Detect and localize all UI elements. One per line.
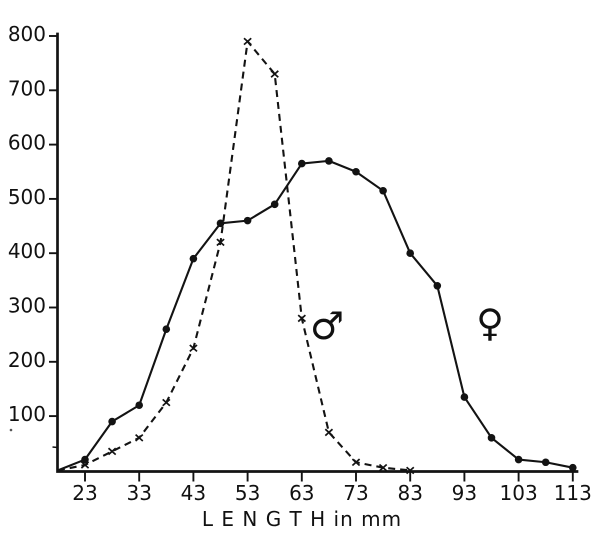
female-curve bbox=[57, 159, 574, 472]
y-axis-tick-label: 800 bbox=[8, 22, 46, 46]
female-data-point bbox=[81, 455, 89, 464]
male-data-point bbox=[189, 344, 198, 353]
female-series-line bbox=[57, 157, 577, 472]
y-axis-tick-label: 400 bbox=[8, 239, 46, 263]
female-data-point bbox=[325, 157, 333, 165]
y-axis-tick-label: 100 bbox=[8, 402, 46, 426]
y-axis-tick-label: 600 bbox=[8, 131, 46, 155]
y-axis-tick-label: 200 bbox=[8, 348, 46, 372]
x-axis-tick-label: 43 bbox=[181, 481, 206, 505]
stray-ink-dot bbox=[9, 428, 13, 432]
male-data-point bbox=[351, 458, 361, 467]
female-data-point bbox=[298, 159, 306, 168]
y-axis-ticks bbox=[49, 35, 58, 418]
x-axis-ticks bbox=[84, 472, 574, 482]
y-axis-tick-labels: 100 200 300 400 500 600 700 800 bbox=[8, 22, 46, 426]
x-axis-tick-label: 33 bbox=[126, 481, 151, 505]
female-data-point bbox=[379, 186, 387, 195]
female-data-point bbox=[514, 455, 523, 464]
female-data-point bbox=[189, 254, 198, 263]
x-axis-tick-label: 113 bbox=[554, 481, 592, 505]
male-curve bbox=[57, 40, 411, 472]
x-axis-title: L E N G T H in mm bbox=[202, 507, 402, 531]
x-axis-tick-label: 23 bbox=[72, 481, 97, 505]
x-axis-tick-label: 73 bbox=[343, 481, 368, 505]
female-data-point bbox=[243, 216, 252, 225]
y-axis-tick-label: 700 bbox=[8, 76, 46, 100]
male-data-point bbox=[297, 314, 306, 323]
male-data-point bbox=[80, 461, 90, 469]
male-data-point bbox=[135, 433, 144, 442]
axis-lines bbox=[56, 32, 579, 473]
female-data-point bbox=[135, 401, 143, 410]
male-symbol: ♂ bbox=[310, 304, 344, 348]
female-data-point bbox=[433, 281, 442, 290]
male-data-point bbox=[378, 463, 388, 472]
male-data-point bbox=[162, 398, 171, 407]
male-data-point bbox=[270, 70, 279, 78]
male-data-point bbox=[107, 447, 117, 456]
female-symbol: ♀ bbox=[476, 301, 504, 345]
female-data-point bbox=[541, 458, 550, 467]
male-data-point bbox=[406, 466, 415, 475]
female-data-point bbox=[352, 167, 360, 176]
x-axis-tick-label: 93 bbox=[452, 481, 477, 505]
female-data-point bbox=[460, 393, 469, 401]
female-data-point bbox=[569, 463, 577, 472]
male-data-point bbox=[243, 37, 252, 46]
x-axis-tick-label: 63 bbox=[289, 481, 314, 505]
stray-axis-mark bbox=[52, 446, 58, 449]
x-axis-tick-label: 103 bbox=[500, 481, 538, 505]
female-data-point bbox=[270, 200, 279, 209]
y-axis-tick-label: 300 bbox=[8, 294, 46, 318]
male-data-point bbox=[216, 238, 225, 247]
male-data-point bbox=[324, 428, 334, 437]
y-axis-tick-label: 500 bbox=[8, 185, 46, 209]
x-axis-tick-labels: 23 33 43 53 63 73 83 93 103 113 bbox=[72, 481, 592, 505]
x-axis-tick-label: 83 bbox=[397, 481, 422, 505]
female-data-point bbox=[406, 249, 415, 257]
female-data-point bbox=[216, 219, 225, 228]
plot-axes bbox=[56, 32, 579, 473]
female-data-point bbox=[108, 417, 116, 426]
male-series-line bbox=[57, 37, 415, 475]
female-data-point bbox=[487, 434, 496, 442]
x-axis-tick-label: 53 bbox=[235, 481, 260, 505]
female-data-point bbox=[162, 325, 171, 334]
